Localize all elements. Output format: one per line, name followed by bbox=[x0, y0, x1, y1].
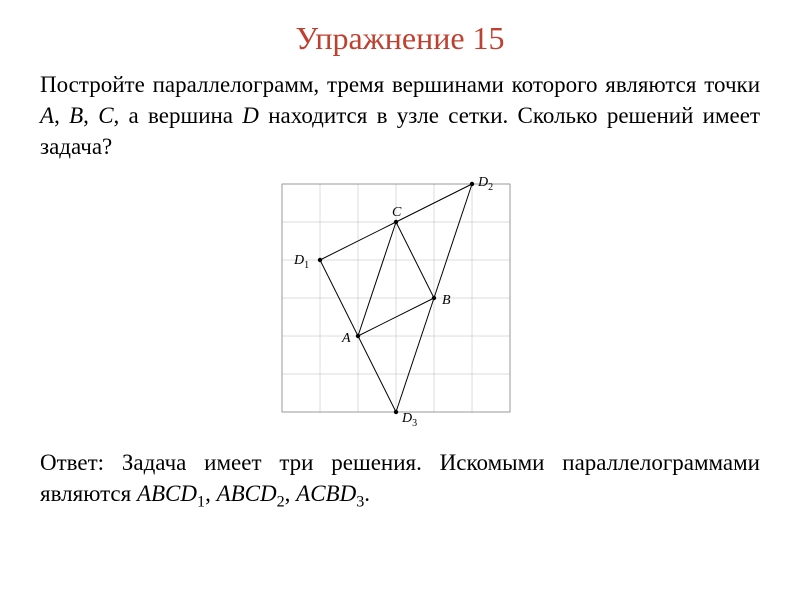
answer-tail: . bbox=[364, 481, 370, 506]
svg-text:C: C bbox=[392, 205, 402, 220]
pg1-sub: 1 bbox=[197, 494, 205, 511]
title-text: Упражнение 15 bbox=[295, 20, 504, 56]
sep1: , bbox=[205, 481, 217, 506]
pg3: ACBD bbox=[296, 481, 356, 506]
comma2: , bbox=[83, 103, 98, 128]
svg-text:B: B bbox=[442, 293, 451, 308]
pg2-sub: 2 bbox=[277, 494, 285, 511]
pt-A: A bbox=[40, 103, 54, 128]
problem-part1: Постройте параллелограмм, тремя вершинам… bbox=[40, 72, 760, 97]
pg1: ABCD bbox=[137, 481, 197, 506]
pt-B: B bbox=[69, 103, 83, 128]
comma1: , bbox=[54, 103, 69, 128]
pt-C: C bbox=[98, 103, 113, 128]
geometry-figure: A B C D1 D2 D3 bbox=[266, 174, 534, 432]
problem-part2: , а вершина bbox=[114, 103, 243, 128]
svg-text:D2: D2 bbox=[477, 175, 493, 193]
problem-statement: Постройте параллелограмм, тремя вершинам… bbox=[40, 69, 760, 162]
pg2: ABCD bbox=[217, 481, 277, 506]
sep2: , bbox=[285, 481, 297, 506]
pt-D: D bbox=[242, 103, 259, 128]
figure-container: A B C D1 D2 D3 bbox=[40, 174, 760, 437]
svg-text:D1: D1 bbox=[293, 253, 309, 271]
svg-text:D3: D3 bbox=[401, 411, 417, 429]
exercise-title: Упражнение 15 bbox=[40, 20, 760, 57]
answer-block: Ответ: Задача имеет три решения. Искомым… bbox=[40, 447, 760, 513]
svg-text:A: A bbox=[341, 331, 351, 346]
